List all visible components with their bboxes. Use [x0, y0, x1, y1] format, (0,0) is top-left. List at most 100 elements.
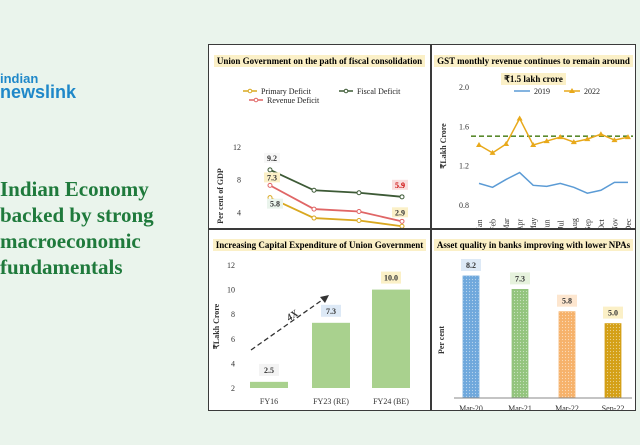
chart-panel-fiscal: Union Government on the path of fiscal c… [208, 44, 431, 229]
y-tick-label: 0.8 [459, 201, 469, 210]
data-point [399, 194, 405, 200]
headline-line: Indian Economy [0, 177, 149, 201]
data-point [597, 131, 604, 137]
y-tick-label: 6 [231, 335, 235, 344]
y-tick-label: 10 [227, 286, 235, 295]
data-point [503, 141, 510, 147]
x-tick-label: Aug [570, 218, 579, 229]
data-label: 8.2 [466, 261, 476, 270]
data-label: 7.3 [326, 307, 336, 316]
bar [250, 381, 288, 388]
legend-marker [569, 88, 575, 93]
chart-panel-npa: Asset quality in banks improving with lo… [431, 229, 636, 411]
chart-panel-gst: GST monthly revenue continues to remain … [431, 44, 636, 229]
y-tick-label: 8 [237, 176, 241, 185]
data-point [530, 142, 537, 148]
data-label: 5.0 [608, 309, 618, 318]
brand-line-1: indian [0, 71, 39, 86]
data-label-bg [557, 294, 577, 307]
data-label-bg [603, 306, 623, 319]
data-point [611, 137, 618, 143]
annotation-label: 4X [284, 308, 301, 324]
x-tick-label: Jul [556, 220, 565, 229]
data-label: 5.8 [562, 297, 572, 306]
data-label-bg [264, 172, 280, 183]
data-label: 7.3 [267, 173, 277, 182]
data-point [356, 218, 362, 223]
legend-marker [247, 88, 253, 94]
data-label: 10.0 [384, 274, 398, 283]
data-label-bg [392, 179, 408, 190]
x-tick-label: May [529, 218, 538, 229]
data-label-bg [510, 272, 530, 285]
brand-logo[interactable]: indian newslink [0, 72, 110, 101]
series-line [269, 196, 403, 228]
y-axis-label: Per cent [437, 326, 446, 354]
y-tick-label: 2 [231, 384, 235, 393]
chart-title: Union Government on the path of fiscal c… [209, 51, 430, 69]
chart-title: Increasing Capital Expenditure of Union … [209, 235, 430, 253]
x-tick-label: Feb [489, 219, 498, 229]
headline-line: backed by strong [0, 203, 154, 227]
data-label-bg [381, 271, 401, 284]
data-point [311, 215, 317, 221]
headline: Indian Economy backed by strong macroeco… [0, 176, 205, 280]
y-tick-label: 12 [227, 261, 235, 270]
data-point [476, 142, 482, 148]
data-label-bg [392, 207, 408, 218]
data-point [311, 206, 317, 212]
x-tick-label: FY16 [260, 397, 278, 406]
data-label-bg [321, 304, 341, 317]
x-tick-label: Mar-21 [508, 404, 532, 411]
bar [558, 311, 576, 399]
data-point [267, 182, 273, 188]
trend-arrow [250, 297, 326, 351]
x-tick-label: Apr [516, 218, 525, 229]
legend-marker [253, 97, 259, 103]
chart-title: GST monthly revenue continues to remain … [432, 51, 635, 87]
brand-line-2: newslink [0, 82, 77, 102]
x-tick-label: Sep-22 [602, 404, 625, 411]
y-tick-label: 1.2 [459, 162, 469, 171]
data-label: 5.8 [270, 200, 280, 209]
bar [462, 275, 480, 399]
data-point [625, 134, 631, 140]
y-axis-label: ₹Lakh Crore [212, 303, 221, 349]
data-point [570, 139, 577, 145]
x-tick-label: FY23 (RE) [313, 397, 349, 406]
data-label-bg [259, 363, 279, 376]
data-point [557, 134, 564, 140]
bar [312, 322, 350, 388]
data-point [267, 167, 273, 173]
data-point [356, 190, 362, 196]
chart-panel-capex: Increasing Capital Expenditure of Union … [208, 229, 431, 411]
x-tick-label: Mar [502, 218, 511, 229]
y-axis-label: Per cent of GDP [216, 168, 225, 224]
data-point [584, 136, 591, 142]
legend-label: Primary Deficit [261, 87, 312, 96]
y-tick-label: 12 [233, 143, 241, 152]
x-tick-label: Dec [624, 218, 633, 229]
data-point [489, 149, 496, 155]
x-tick-label: Mar-20 [459, 404, 483, 411]
chart-svg-capex: 2 4 6 8 10 12 ₹Lakh Crore 2.5 FY16 7.3 FY23 (RE) 10… [212, 261, 410, 406]
x-tick-label: Nov [610, 218, 619, 229]
x-tick-label: Oct [597, 218, 606, 229]
data-point [356, 209, 362, 215]
y-tick-label: 4 [237, 208, 241, 217]
chart-title: Asset quality in banks improving with lo… [432, 235, 635, 253]
y-tick-label: 4 [231, 359, 235, 368]
legend-label: Fiscal Deficit [357, 87, 401, 96]
series-line [269, 169, 403, 198]
y-tick-label: 1.6 [459, 122, 469, 131]
headline-line: macroeconomic [0, 229, 141, 253]
data-label: 2.5 [264, 366, 274, 375]
x-tick-label: Jan [475, 220, 484, 229]
x-tick-label: FY24 (BE) [373, 397, 409, 406]
chart-svg-npa: Per cent 8.2 Mar-20 7.3 Mar-21 5.8 Mar-22 5.0 Se… [437, 259, 632, 411]
chart-svg-gst: 0.8 1.2 1.6 2.0 Jan Feb Mar Apr May Jun Jul Aug Sep O… [439, 83, 633, 229]
chart-svg-fiscal: 04812FY21FY22FY23 (RE)FY24 (BE)Per cent … [216, 87, 408, 228]
headline-line: fundamentals [0, 255, 123, 279]
data-point [543, 138, 550, 144]
data-label: 2.9 [395, 208, 405, 217]
